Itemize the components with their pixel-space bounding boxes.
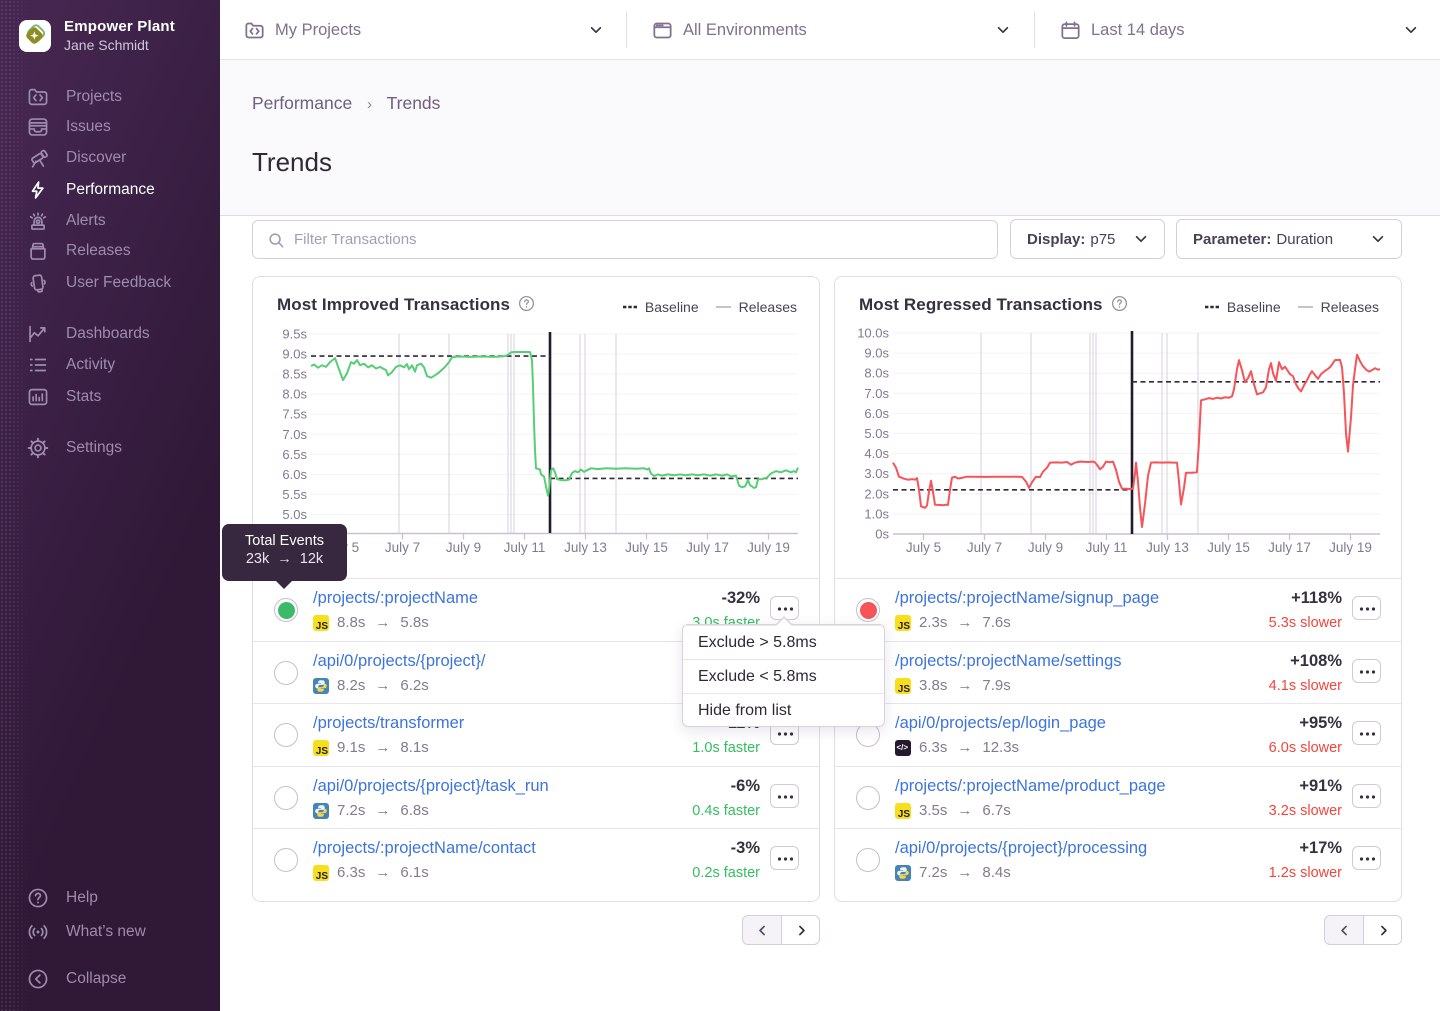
svg-text:6.0s: 6.0s: [282, 467, 307, 482]
svg-text:2.0s: 2.0s: [864, 486, 889, 501]
svg-text:5.0s: 5.0s: [282, 507, 307, 522]
svg-text:July 5: July 5: [906, 540, 941, 555]
svg-text:July 7: July 7: [385, 540, 420, 555]
svg-text:8.5s: 8.5s: [282, 367, 307, 382]
svg-text:July 9: July 9: [1028, 540, 1063, 555]
svg-text:8.0s: 8.0s: [864, 366, 889, 381]
svg-text:6.0s: 6.0s: [864, 406, 889, 421]
svg-text:7.0s: 7.0s: [282, 427, 307, 442]
svg-text:8.0s: 8.0s: [282, 387, 307, 402]
svg-text:0s: 0s: [875, 527, 889, 542]
svg-text:July 19: July 19: [747, 540, 790, 555]
svg-text:July 9: July 9: [446, 540, 481, 555]
svg-text:July 19: July 19: [1329, 540, 1372, 555]
svg-text:7.0s: 7.0s: [864, 386, 889, 401]
svg-text:5.0s: 5.0s: [864, 426, 889, 441]
svg-text:July 17: July 17: [686, 540, 729, 555]
svg-text:July 17: July 17: [1268, 540, 1311, 555]
svg-text:7.5s: 7.5s: [282, 407, 307, 422]
svg-text:9.5s: 9.5s: [282, 327, 307, 342]
svg-text:July 13: July 13: [564, 540, 607, 555]
svg-text:July 7: July 7: [967, 540, 1002, 555]
svg-text:6.5s: 6.5s: [282, 447, 307, 462]
svg-text:4.0s: 4.0s: [864, 446, 889, 461]
svg-text:July 11: July 11: [504, 540, 546, 555]
svg-text:9.0s: 9.0s: [282, 347, 307, 362]
svg-text:July 11: July 11: [1086, 540, 1128, 555]
svg-text:9.0s: 9.0s: [864, 346, 889, 361]
svg-text:July 15: July 15: [625, 540, 668, 555]
svg-text:10.0s: 10.0s: [857, 326, 889, 341]
svg-text:5.5s: 5.5s: [282, 487, 307, 502]
svg-text:1.0s: 1.0s: [864, 506, 889, 521]
svg-text:July 13: July 13: [1146, 540, 1189, 555]
svg-text:3.0s: 3.0s: [864, 466, 889, 481]
svg-text:July 15: July 15: [1207, 540, 1250, 555]
